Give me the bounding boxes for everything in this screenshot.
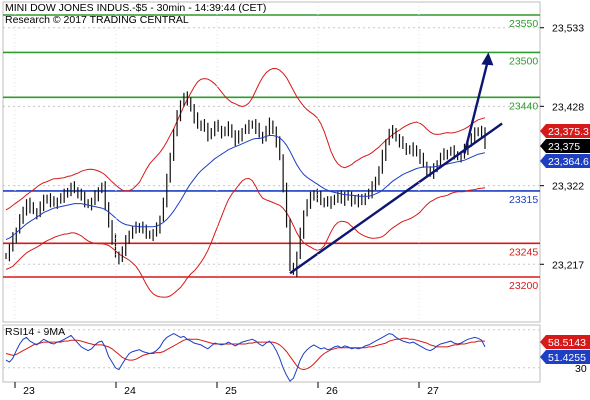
price-tick-label: 23,217 xyxy=(552,259,584,271)
value-tag-shape xyxy=(540,139,590,153)
level-label-23315: 23315 xyxy=(509,194,538,206)
x-tick-label: 27 xyxy=(427,385,439,397)
level-label-23550: 23550 xyxy=(509,18,538,30)
rsi-panel-frame xyxy=(2,324,541,383)
value-tag: 23,375 xyxy=(540,139,590,153)
value-tag: 23,364.6 xyxy=(540,154,590,168)
chart-axes: 23,533 23,428 23,322 23,217 23 24 25 26 27 xyxy=(14,2,584,397)
rsi-tick-label: 30 xyxy=(575,363,587,375)
trend-annotations xyxy=(289,52,503,275)
x-tick-label: 26 xyxy=(326,385,338,397)
value-tag-label: 23,375.3 xyxy=(548,126,589,138)
x-tick-label: 23 xyxy=(23,385,35,397)
chart-title: MINI DOW JONES INDUS.-$5 - 30min - 14:39… xyxy=(5,2,266,14)
moving-averages xyxy=(5,135,486,241)
rsi-tag-label: 51.4255 xyxy=(548,352,586,364)
price-panel-frame xyxy=(2,1,541,323)
moving-average-line xyxy=(5,135,486,241)
chart-subtitle: Research © 2017 TRADING CENTRAL xyxy=(5,14,189,26)
price-gridlines xyxy=(2,1,541,383)
value-tag-label: 23,364.6 xyxy=(548,156,589,168)
value-tag-label: 23,375 xyxy=(548,141,580,153)
projection-arrow-shaft xyxy=(463,58,490,154)
rsi-tag: 51.4255 xyxy=(540,350,590,364)
level-label-23440: 23440 xyxy=(509,100,538,112)
rsi-tag: 58.5143 xyxy=(540,335,590,349)
price-tick-label: 23,533 xyxy=(552,23,584,35)
rsi-line xyxy=(5,333,486,382)
bollinger-bands xyxy=(5,67,486,298)
price-tick-label: 23,428 xyxy=(552,101,584,113)
level-label-23200: 23200 xyxy=(509,280,538,292)
value-tag: 23,375.3 xyxy=(540,124,590,138)
projection-arrow-head xyxy=(481,52,494,66)
rsi-ma-line xyxy=(5,337,485,371)
price-tick-label: 23,322 xyxy=(552,181,584,193)
rsi-panel-label: RSI14 - 9MA xyxy=(5,326,65,338)
rsi-panel: RSI14 - 9MA 30 58.5143 51.4255 xyxy=(3,326,590,382)
band-lower xyxy=(5,177,486,298)
band-upper xyxy=(5,67,486,211)
x-tick-label: 25 xyxy=(225,385,237,397)
rsi-tag-shape xyxy=(540,350,590,364)
x-tick-label: 24 xyxy=(124,385,136,397)
value-tag-shape xyxy=(540,154,590,168)
value-tags: 23,375.3 23,375 23,364.6 xyxy=(540,124,590,168)
level-label-23245: 23245 xyxy=(509,246,538,258)
support-resistance-levels: 23550 23500 23440 23315 23245 23200 xyxy=(3,14,540,292)
rsi-tag-label: 58.5143 xyxy=(548,337,586,349)
rsi-tag-shape xyxy=(540,335,590,349)
level-label-23500: 23500 xyxy=(509,55,538,67)
value-tag-shape xyxy=(540,124,590,138)
